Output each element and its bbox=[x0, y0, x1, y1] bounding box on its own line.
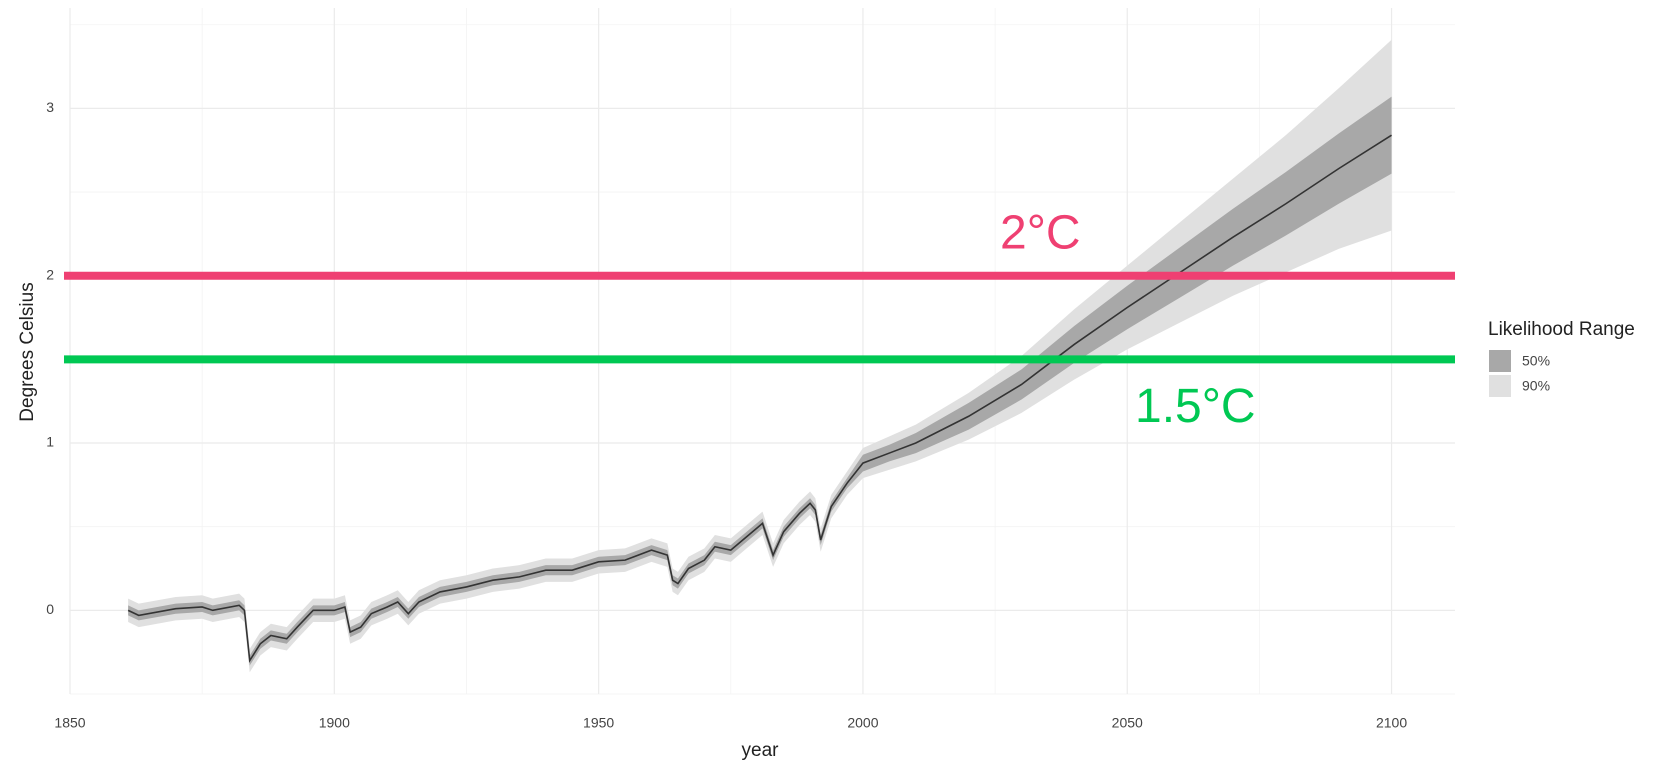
y-axis-label: Degrees Celsius bbox=[17, 282, 38, 421]
legend-label: 50% bbox=[1522, 353, 1550, 369]
line bbox=[127, 134, 1392, 663]
x-tick-label: 1950 bbox=[583, 715, 614, 731]
legend-swatch bbox=[1489, 350, 1511, 372]
x-tick-label: 2050 bbox=[1112, 715, 1143, 731]
x-axis-label: year bbox=[742, 740, 780, 761]
legend-label: 90% bbox=[1522, 378, 1550, 394]
y-tick-label: 1 bbox=[46, 434, 54, 450]
y-tick-label: 2 bbox=[46, 266, 54, 282]
y-tick-label: 3 bbox=[46, 99, 54, 115]
x-tick-label: 2100 bbox=[1376, 715, 1407, 731]
y-tick-label: 0 bbox=[46, 601, 54, 617]
x-tick-label: 1850 bbox=[54, 715, 85, 731]
legend-swatch bbox=[1489, 375, 1511, 397]
grid bbox=[69, 8, 1455, 695]
legend-title: Likelihood Range bbox=[1488, 319, 1635, 340]
reference-label: 1.5°C bbox=[1135, 380, 1256, 433]
reference-label: 2°C bbox=[1000, 206, 1081, 259]
x-tick-label: 2000 bbox=[847, 715, 878, 731]
x-tick-label: 1900 bbox=[319, 715, 350, 731]
